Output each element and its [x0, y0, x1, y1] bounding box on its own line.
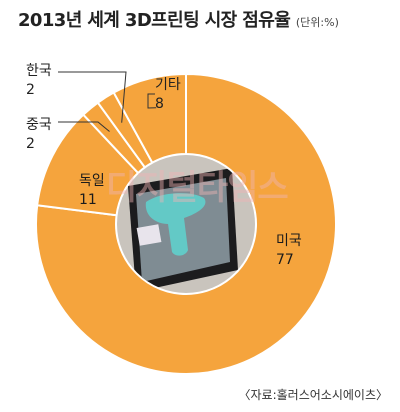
watermark: 디지털타임스: [106, 168, 289, 208]
leader-lines: [58, 71, 157, 132]
label-china-value: 2: [26, 136, 35, 152]
chart-title-text: 2013년 세계 3D프린팅 시장 점유율: [18, 10, 291, 31]
label-korea: 한국 2: [26, 62, 52, 100]
center-photo: [117, 155, 255, 293]
label-china: 중국 2: [26, 116, 52, 154]
label-china-name: 중국: [26, 117, 52, 133]
label-usa-name: 미국: [276, 233, 302, 249]
leader-etc: [147, 93, 157, 109]
label-etc-name: 기타: [155, 77, 181, 93]
label-germany-value: 11: [79, 192, 97, 208]
slices-group: [35, 72, 337, 375]
label-etc: 기타 8: [155, 76, 181, 114]
chart-title: 2013년 세계 3D프린팅 시장 점유율 (단위:%): [18, 6, 339, 32]
label-usa: 미국 77: [276, 232, 302, 270]
label-korea-name: 한국: [26, 63, 52, 79]
slice-5: [112, 72, 187, 165]
leader-china: [58, 121, 110, 132]
label-germany: 독일 11: [79, 172, 105, 210]
label-usa-value: 77: [276, 252, 294, 268]
label-etc-value: 8: [155, 96, 164, 112]
slice-1: [35, 72, 337, 375]
source-note: 〈자료:홀러스어소시에이츠〉: [238, 388, 388, 402]
leader-korea: [58, 71, 127, 123]
unit-note: (단위:%): [295, 16, 339, 29]
label-korea-value: 2: [26, 82, 35, 98]
label-germany-name: 독일: [79, 173, 105, 189]
